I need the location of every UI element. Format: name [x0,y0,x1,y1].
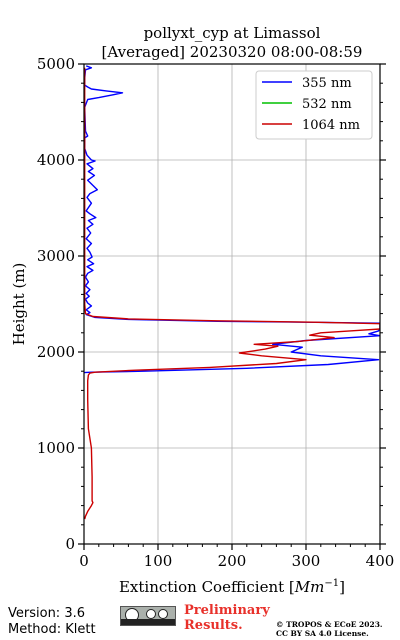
y-axis-label: Height (m) [10,263,28,346]
x-tick-label: 100 [144,552,173,570]
y-tick-label: 4000 [37,151,75,169]
y-tick-label: 0 [65,535,75,553]
y-tick-label: 5000 [37,55,75,73]
by-circle-icon [146,609,156,619]
legend-label: 1064 nm [302,118,360,133]
license-strip [121,619,175,625]
x-tick-label: 200 [218,552,247,570]
copyright-note: © TROPOS & ECoE 2023. CC BY SA 4.0 Licen… [276,620,383,638]
version-text: Version: 3.6 [8,606,85,621]
preliminary-line-1: Preliminary [184,603,270,618]
chart-title: pollyxt_cyp at Limassol [144,24,321,42]
preliminary-line-2: Results. [184,618,243,633]
y-tick-label: 3000 [37,247,75,265]
y-tick-label: 1000 [37,439,75,457]
footer-info: Version: 3.6 Method: Klett [8,606,96,638]
extinction-profile-chart: pollyxt_cyp at Limassol [Averaged] 20230… [10,24,395,596]
x-tick-label: 400 [366,552,395,570]
copyright-line-1: © TROPOS & ECoE 2023. [276,620,383,629]
series-layer [84,65,380,520]
legend-label: 355 nm [302,76,352,91]
copyright-line-2: CC BY SA 4.0 License. [276,629,369,638]
preliminary-results-note: Preliminary Results. [184,603,270,633]
x-axis-label-text: Extinction Coefficient [ [119,578,295,596]
legend: 355 nm 532 nm 1064 nm [255,70,373,140]
sa-circle-icon [158,609,168,619]
x-axis-label: Extinction Coefficient [Mm−1] [119,578,345,596]
x-axis-label-close: ] [339,578,345,596]
y-tick-label: 2000 [37,343,75,361]
method-text: Method: Klett [8,622,96,637]
x-tick-label: 0 [79,552,89,570]
legend-label: 532 nm [302,97,352,112]
x-axis-unit-exponent: −1 [324,578,339,589]
x-axis-unit: Mm [294,578,325,596]
cc-by-sa-icon [120,606,176,626]
legend-box [255,70,373,140]
series-line-1064-nm [84,67,380,520]
chart-subtitle: [Averaged] 20230320 08:00-08:59 [102,43,363,61]
x-tick-label: 300 [292,552,321,570]
